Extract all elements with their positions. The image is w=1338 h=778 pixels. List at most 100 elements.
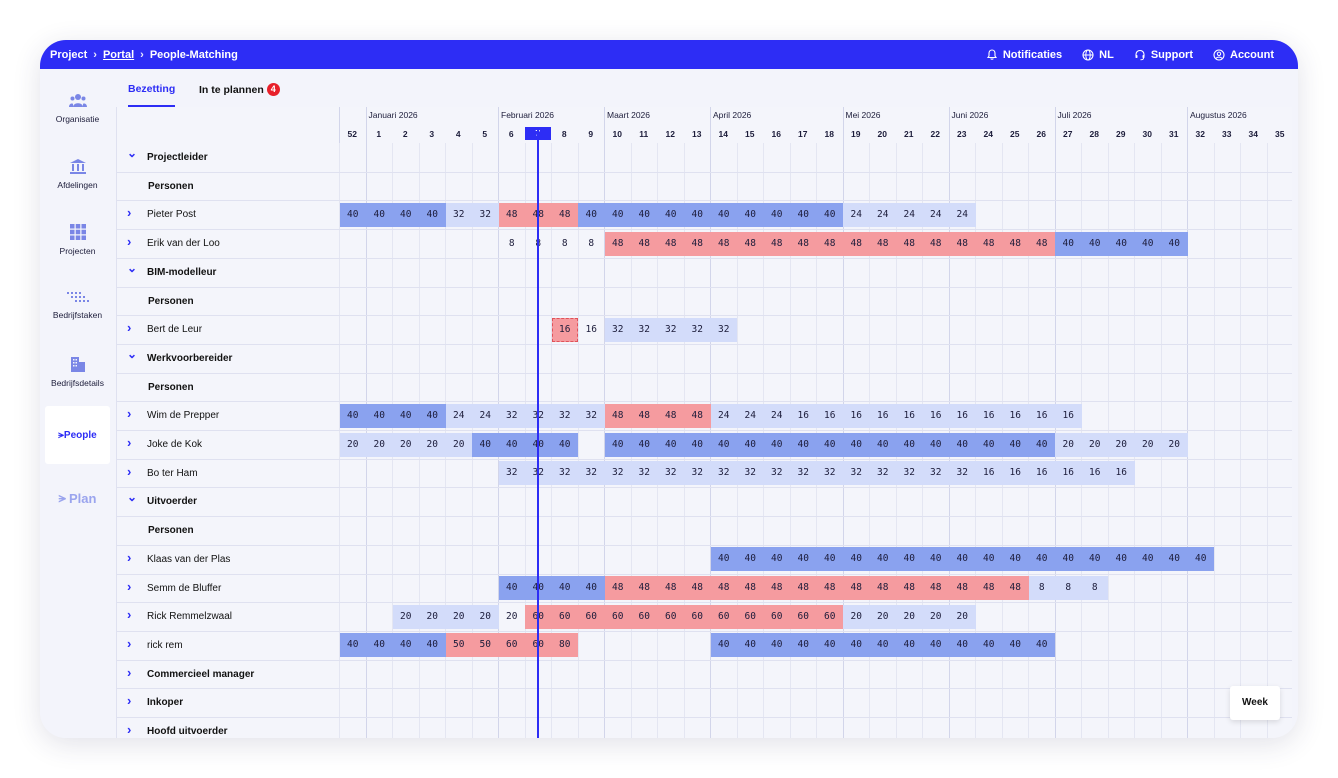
hours-cell[interactable]: 32: [949, 461, 976, 486]
hours-cell[interactable]: 32: [763, 461, 790, 486]
hours-cell[interactable]: 48: [657, 403, 684, 428]
hours-cell[interactable]: 32: [737, 461, 764, 486]
account-button[interactable]: Account: [1213, 49, 1274, 61]
hours-cell[interactable]: 40: [1161, 547, 1188, 572]
role-group-label[interactable]: Projectleider: [147, 152, 208, 163]
hours-cell[interactable]: 40: [657, 202, 684, 227]
hours-cell[interactable]: 16: [1028, 403, 1055, 428]
hours-cell[interactable]: 24: [763, 403, 790, 428]
hours-cell[interactable]: 32: [604, 461, 631, 486]
hours-cell[interactable]: 16: [896, 403, 923, 428]
hours-cell[interactable]: 40: [392, 403, 419, 428]
hours-cell[interactable]: 32: [710, 461, 737, 486]
tab-bezetting[interactable]: Bezetting: [128, 83, 176, 107]
hours-cell[interactable]: 32: [657, 317, 684, 342]
hours-cell[interactable]: 40: [869, 633, 896, 658]
hours-cell[interactable]: 40: [1002, 432, 1029, 457]
hours-cell[interactable]: 20: [869, 604, 896, 629]
hours-cell[interactable]: 40: [763, 633, 790, 658]
hours-cell[interactable]: 40: [472, 432, 499, 457]
hours-cell[interactable]: 40: [1081, 547, 1108, 572]
hours-cell[interactable]: 40: [710, 633, 737, 658]
hours-cell[interactable]: 60: [816, 604, 843, 629]
hours-cell[interactable]: 20: [392, 432, 419, 457]
person-name[interactable]: rick rem: [147, 639, 183, 651]
tab-in-te-plannen[interactable]: In te plannen 4: [199, 83, 280, 107]
hours-cell[interactable]: 40: [896, 547, 923, 572]
hours-cell[interactable]: 60: [604, 604, 631, 629]
hours-cell[interactable]: 20: [1081, 432, 1108, 457]
hours-cell[interactable]: 40: [816, 202, 843, 227]
chevron-right-icon[interactable]: ›: [127, 205, 132, 221]
hours-cell[interactable]: 40: [604, 432, 631, 457]
hours-cell[interactable]: 40: [631, 432, 658, 457]
hours-cell[interactable]: 40: [975, 432, 1002, 457]
hours-cell[interactable]: 60: [631, 604, 658, 629]
hours-cell[interactable]: 48: [763, 576, 790, 600]
hours-cell[interactable]: 40: [949, 633, 976, 658]
chevron-right-icon[interactable]: ›: [127, 664, 132, 680]
hours-cell[interactable]: 40: [339, 202, 366, 227]
hours-cell[interactable]: 40: [1028, 547, 1055, 572]
hours-cell[interactable]: 60: [657, 604, 684, 629]
hours-cell[interactable]: 48: [1002, 576, 1029, 600]
hours-cell[interactable]: 40: [737, 633, 764, 658]
hours-cell[interactable]: 40: [737, 202, 764, 227]
hours-cell[interactable]: 40: [763, 547, 790, 572]
chevron-right-icon[interactable]: ›: [127, 234, 132, 250]
hours-cell[interactable]: 40: [419, 202, 446, 227]
hours-cell[interactable]: 40: [339, 633, 366, 658]
hours-cell[interactable]: 60: [763, 604, 790, 629]
hours-cell[interactable]: 20: [445, 604, 472, 629]
hours-cell[interactable]: 40: [922, 547, 949, 572]
hours-cell[interactable]: 48: [657, 576, 684, 600]
hours-cell[interactable]: 40: [1028, 633, 1055, 658]
chevron-right-icon[interactable]: ›: [127, 578, 132, 594]
hours-cell[interactable]: 8: [561, 237, 568, 249]
person-name[interactable]: Klaas van der Plas: [147, 553, 231, 565]
hours-cell[interactable]: 40: [366, 633, 393, 658]
hours-cell[interactable]: 40: [710, 547, 737, 572]
hours-cell[interactable]: 48: [896, 231, 923, 256]
hours-cell[interactable]: 8: [1055, 576, 1082, 600]
hours-cell[interactable]: 48: [710, 231, 737, 256]
hours-cell[interactable]: 24: [922, 202, 949, 227]
hours-cell[interactable]: 48: [975, 576, 1002, 600]
hours-cell[interactable]: 40: [896, 432, 923, 457]
hours-cell[interactable]: 8: [508, 237, 515, 249]
person-name[interactable]: Bert de Leur: [147, 324, 203, 336]
hours-cell[interactable]: 20: [339, 432, 366, 457]
hours-cell[interactable]: 40: [922, 633, 949, 658]
hours-cell[interactable]: 24: [896, 202, 923, 227]
hours-cell[interactable]: 40: [419, 633, 446, 658]
hours-cell[interactable]: 32: [922, 461, 949, 486]
week-view-button[interactable]: Week: [1230, 686, 1280, 720]
hours-cell[interactable]: 24: [472, 403, 499, 428]
hours-cell[interactable]: 40: [498, 432, 525, 457]
hours-cell[interactable]: 48: [1028, 231, 1055, 256]
chevron-down-icon[interactable]: ⌄: [127, 146, 138, 160]
hours-cell[interactable]: 48: [684, 576, 711, 600]
hours-cell[interactable]: 16: [975, 403, 1002, 428]
hours-cell[interactable]: 48: [631, 403, 658, 428]
hours-cell[interactable]: 32: [816, 461, 843, 486]
role-group-label[interactable]: BIM-modelleur: [147, 266, 217, 278]
hours-cell[interactable]: 40: [1055, 547, 1082, 572]
hours-cell[interactable]: 20: [419, 432, 446, 457]
chevron-down-icon[interactable]: ⌄: [127, 490, 138, 505]
hours-cell[interactable]: 48: [737, 231, 764, 256]
hours-cell[interactable]: 40: [1134, 547, 1161, 572]
hours-cell[interactable]: 48: [922, 231, 949, 256]
hours-cell[interactable]: 20: [1055, 432, 1082, 457]
hours-cell[interactable]: 20: [922, 604, 949, 629]
hours-cell[interactable]: 24: [949, 202, 976, 227]
hours-cell[interactable]: 16: [922, 403, 949, 428]
hours-cell[interactable]: 40: [1002, 547, 1029, 572]
hours-cell[interactable]: 40: [604, 202, 631, 227]
hours-cell[interactable]: 40: [657, 432, 684, 457]
hours-cell[interactable]: 48: [657, 231, 684, 256]
hours-cell[interactable]: 32: [896, 461, 923, 486]
hours-cell[interactable]: 40: [843, 547, 870, 572]
support-button[interactable]: Support: [1134, 49, 1193, 61]
hours-cell[interactable]: 48: [896, 576, 923, 600]
